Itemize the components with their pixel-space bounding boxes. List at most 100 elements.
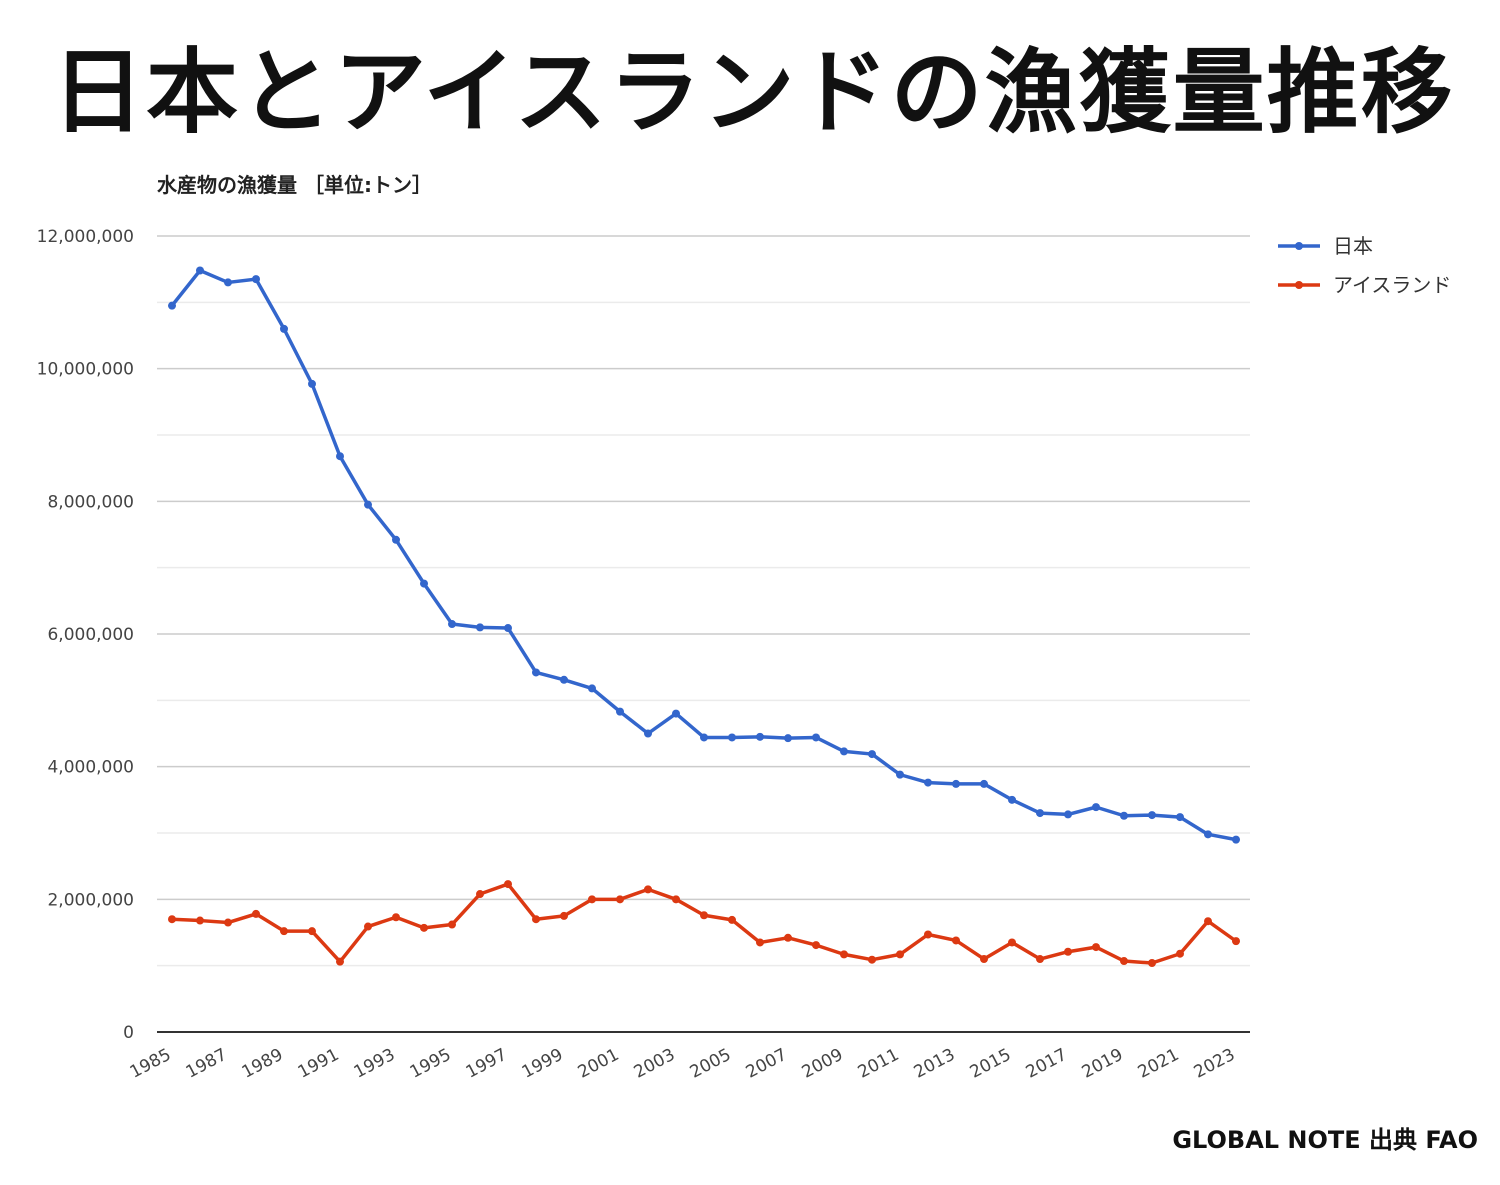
data-point [1148, 811, 1156, 820]
x-tick-label: 2011 [855, 1045, 903, 1083]
data-point [504, 880, 512, 889]
data-point [924, 778, 932, 787]
data-point [812, 733, 820, 742]
x-tick-label: 2007 [743, 1045, 791, 1083]
data-point [728, 733, 736, 742]
y-tick-label: 2,000,000 [47, 890, 134, 910]
data-point [560, 911, 568, 920]
plot-area [168, 266, 1240, 968]
data-point [1232, 835, 1240, 844]
x-tick-label: 2005 [687, 1045, 735, 1083]
x-tick-label: 1993 [351, 1045, 399, 1083]
data-point [476, 623, 484, 632]
data-point [308, 379, 316, 388]
data-point [280, 927, 288, 936]
data-point [896, 950, 904, 959]
x-tick-label: 2013 [911, 1045, 959, 1083]
source-credit: GLOBAL NOTE 出典 FAO [1172, 1126, 1478, 1154]
data-point [644, 729, 652, 738]
data-point [336, 452, 344, 461]
data-point [1176, 813, 1184, 822]
y-tick-label: 6,000,000 [47, 625, 134, 645]
data-point [1148, 959, 1156, 968]
data-point [896, 770, 904, 779]
y-tick-label: 0 [123, 1023, 134, 1043]
x-tick-label: 1997 [463, 1045, 511, 1083]
x-tick-label: 2009 [799, 1045, 847, 1083]
x-tick-label: 2015 [967, 1045, 1015, 1083]
data-point [700, 733, 708, 742]
data-point [504, 624, 512, 633]
data-point [952, 936, 960, 945]
data-point [224, 278, 232, 287]
data-point [168, 915, 176, 924]
data-point [672, 709, 680, 718]
y-tick-label: 4,000,000 [47, 758, 134, 778]
x-tick-label: 2021 [1135, 1045, 1183, 1083]
series-line-2 [171, 882, 1238, 965]
data-point [1008, 938, 1016, 947]
x-tick-label: 1991 [295, 1045, 343, 1083]
x-tick-label: 2003 [631, 1045, 679, 1083]
x-tick-label: 2001 [575, 1045, 623, 1083]
page-title: 日本とアイスランドの漁獲量推移 [52, 39, 1455, 146]
series-line-1 [170, 268, 1237, 842]
data-point [308, 927, 316, 936]
data-point [784, 933, 792, 942]
data-point [812, 941, 820, 950]
data-point [1120, 957, 1128, 966]
data-point [252, 909, 260, 918]
data-point [840, 950, 848, 959]
x-tick-label: 1985 [127, 1045, 175, 1083]
data-point [756, 732, 764, 741]
data-point [616, 707, 624, 716]
x-tick-label: 1995 [407, 1045, 455, 1083]
data-point [700, 911, 708, 920]
data-point [364, 922, 372, 931]
chart-title: 水産物の漁獲量 ［単位:トン］ [157, 173, 432, 197]
data-point [532, 668, 540, 677]
legend-label: 日本 [1333, 234, 1373, 258]
data-point [224, 918, 232, 927]
data-point [1008, 795, 1016, 804]
y-tick-label: 10,000,000 [37, 360, 134, 380]
data-point [840, 747, 848, 756]
data-point [1092, 943, 1100, 952]
data-point [868, 955, 876, 964]
x-tick-label: 1987 [183, 1045, 231, 1083]
data-point [448, 920, 456, 929]
data-point [728, 915, 736, 924]
data-point [420, 923, 428, 932]
data-point [1120, 811, 1128, 820]
data-point [392, 535, 400, 544]
data-point [1204, 917, 1212, 926]
data-point [672, 895, 680, 904]
data-point [952, 779, 960, 788]
data-point [784, 734, 792, 743]
data-point [336, 957, 344, 966]
data-point [644, 885, 652, 894]
data-point [980, 779, 988, 788]
data-point [392, 913, 400, 922]
data-point [1232, 937, 1240, 946]
data-point [364, 500, 372, 509]
data-point [532, 915, 540, 924]
y-axis: 0 2,000,000 4,000,000 6,000,000 8,000,000 10,… [37, 227, 134, 1043]
data-point [980, 955, 988, 964]
y-tick-label: 12,000,000 [37, 227, 134, 247]
data-point [756, 938, 764, 947]
x-axis: 1985 1987 1989 1991 1993 1995 1997 1999 2001 2003… [127, 1045, 1239, 1083]
data-point [588, 684, 596, 693]
x-tick-label: 2017 [1023, 1045, 1071, 1083]
x-tick-label: 2023 [1191, 1045, 1239, 1083]
data-point [196, 266, 204, 275]
data-point [1036, 809, 1044, 818]
data-point [168, 301, 176, 310]
legend-marker [1295, 242, 1303, 250]
data-point [1064, 947, 1072, 956]
legend-marker [1295, 281, 1303, 289]
gridlines [157, 235, 1250, 1033]
y-tick-label: 8,000,000 [47, 492, 134, 512]
data-point [196, 916, 204, 925]
